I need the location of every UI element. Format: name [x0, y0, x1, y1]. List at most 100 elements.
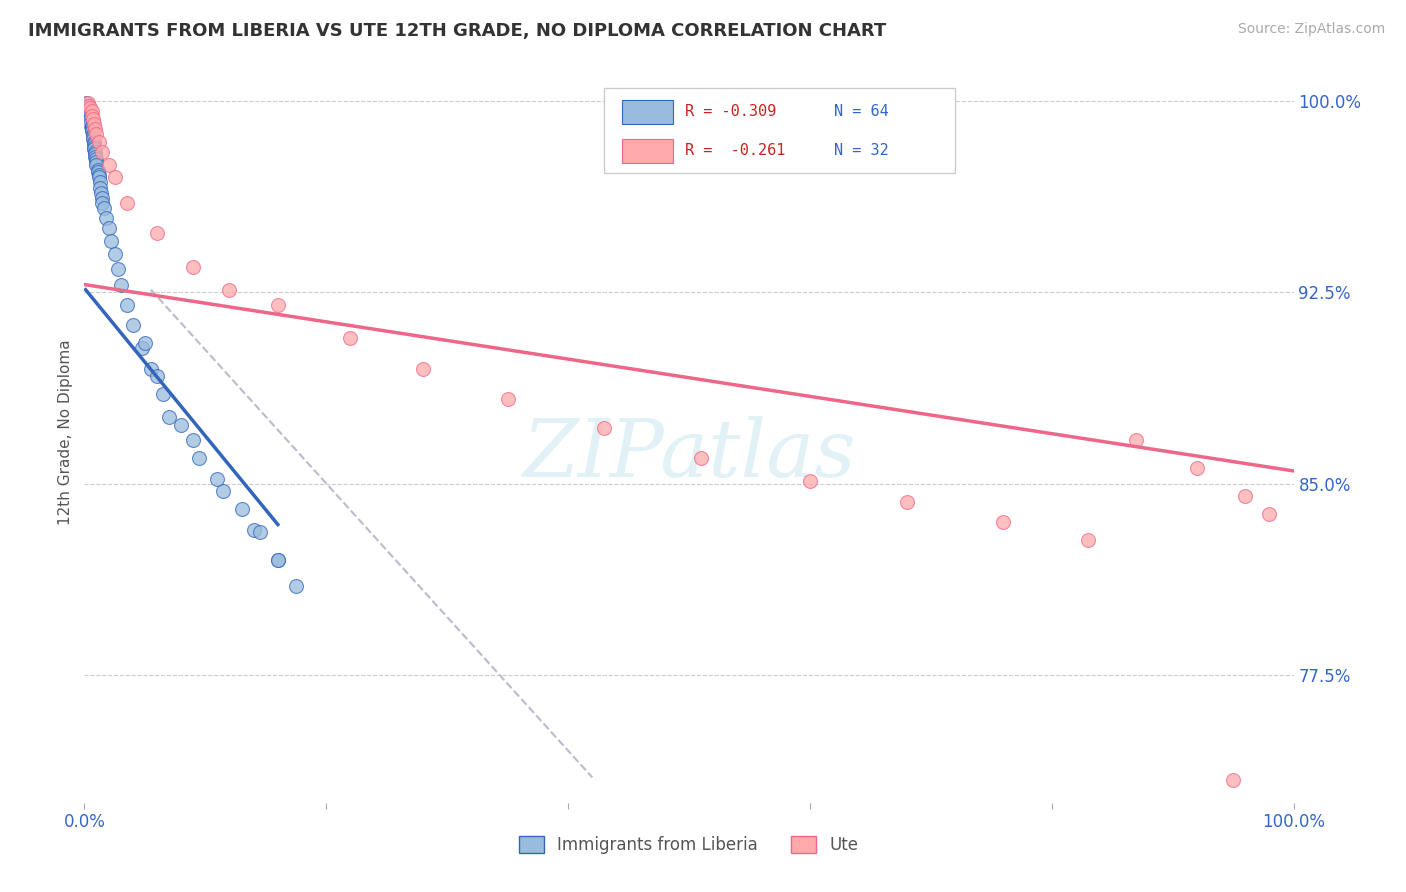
Point	[77, 109, 100, 123]
Point	[121, 318, 143, 333]
Point	[249, 525, 271, 540]
Point	[115, 195, 138, 210]
Text: N = 32: N = 32	[834, 143, 889, 158]
Point	[79, 102, 101, 116]
Point	[87, 170, 110, 185]
Point	[1185, 461, 1208, 475]
Point	[339, 331, 361, 345]
Text: N = 64: N = 64	[834, 104, 889, 119]
Point	[94, 211, 117, 226]
Point	[75, 96, 97, 111]
Point	[84, 147, 107, 161]
Point	[188, 451, 211, 466]
Text: ZIPatlas: ZIPatlas	[522, 416, 856, 493]
Point	[82, 132, 104, 146]
Point	[82, 112, 104, 126]
Point	[76, 99, 98, 113]
Point	[181, 260, 204, 274]
Point	[115, 298, 138, 312]
Point	[80, 121, 103, 136]
Point	[242, 523, 264, 537]
Point	[170, 417, 193, 432]
Point	[107, 262, 129, 277]
Point	[412, 361, 434, 376]
Point	[79, 114, 101, 128]
Point	[267, 553, 290, 567]
Point	[1258, 508, 1281, 522]
Point	[690, 451, 713, 466]
FancyBboxPatch shape	[605, 88, 955, 173]
Point	[87, 135, 110, 149]
Point	[86, 162, 108, 177]
Point	[1234, 490, 1257, 504]
Point	[139, 361, 162, 376]
Point	[83, 135, 105, 149]
Text: IMMIGRANTS FROM LIBERIA VS UTE 12TH GRADE, NO DIPLOMA CORRELATION CHART: IMMIGRANTS FROM LIBERIA VS UTE 12TH GRAD…	[28, 22, 886, 40]
Point	[80, 103, 103, 118]
Point	[80, 124, 103, 138]
Point	[110, 277, 132, 292]
Point	[799, 474, 821, 488]
Point	[146, 227, 169, 241]
Point	[77, 106, 100, 120]
Point	[79, 109, 101, 123]
Point	[212, 484, 235, 499]
Point	[89, 176, 111, 190]
Point	[89, 180, 111, 194]
Point	[104, 170, 127, 185]
Point	[84, 145, 107, 159]
Point	[82, 127, 104, 141]
Point	[1125, 434, 1147, 448]
Point	[86, 127, 108, 141]
Point	[207, 472, 229, 486]
Point	[267, 298, 290, 312]
Point	[80, 109, 103, 123]
Point	[84, 150, 107, 164]
Point	[86, 165, 108, 179]
Point	[896, 494, 918, 508]
Point	[87, 168, 110, 182]
Point	[181, 434, 204, 448]
Point	[86, 157, 108, 171]
Point	[131, 342, 153, 356]
Point	[1077, 533, 1099, 547]
Point	[93, 201, 115, 215]
FancyBboxPatch shape	[623, 139, 673, 163]
Point	[157, 410, 180, 425]
Point	[1222, 772, 1244, 787]
Text: R =  -0.261: R = -0.261	[685, 143, 786, 158]
Point	[97, 221, 120, 235]
Point	[100, 234, 122, 248]
Point	[146, 369, 169, 384]
Point	[79, 117, 101, 131]
Point	[91, 191, 114, 205]
Point	[79, 112, 101, 126]
Point	[267, 553, 290, 567]
Text: R = -0.309: R = -0.309	[685, 104, 776, 119]
Text: Source: ZipAtlas.com: Source: ZipAtlas.com	[1237, 22, 1385, 37]
Point	[91, 195, 114, 210]
Point	[83, 139, 105, 153]
Point	[77, 96, 100, 111]
Point	[77, 103, 100, 118]
Point	[86, 155, 108, 169]
Point	[80, 120, 103, 134]
Point	[83, 117, 105, 131]
Point	[86, 153, 108, 167]
Point	[104, 247, 127, 261]
Point	[77, 99, 100, 113]
Point	[134, 336, 156, 351]
Legend: Immigrants from Liberia, Ute: Immigrants from Liberia, Ute	[512, 830, 866, 861]
Point	[231, 502, 253, 516]
Point	[83, 137, 105, 152]
Point	[77, 102, 100, 116]
Point	[152, 387, 174, 401]
Point	[97, 157, 120, 171]
Y-axis label: 12th Grade, No Diploma: 12th Grade, No Diploma	[58, 340, 73, 525]
Point	[82, 129, 104, 144]
Point	[77, 106, 100, 120]
Point	[83, 142, 105, 156]
Point	[84, 121, 107, 136]
Point	[593, 420, 616, 434]
Point	[80, 120, 103, 134]
